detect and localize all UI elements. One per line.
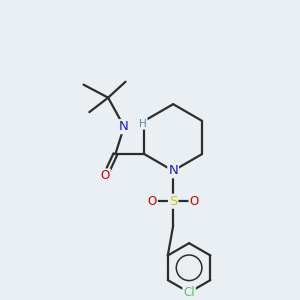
- Text: N: N: [119, 120, 129, 133]
- Text: O: O: [189, 195, 199, 208]
- Text: O: O: [100, 169, 110, 182]
- Text: H: H: [139, 119, 147, 129]
- Text: Cl: Cl: [183, 286, 195, 299]
- Text: N: N: [168, 164, 178, 177]
- Text: O: O: [148, 195, 157, 208]
- Text: S: S: [169, 195, 177, 208]
